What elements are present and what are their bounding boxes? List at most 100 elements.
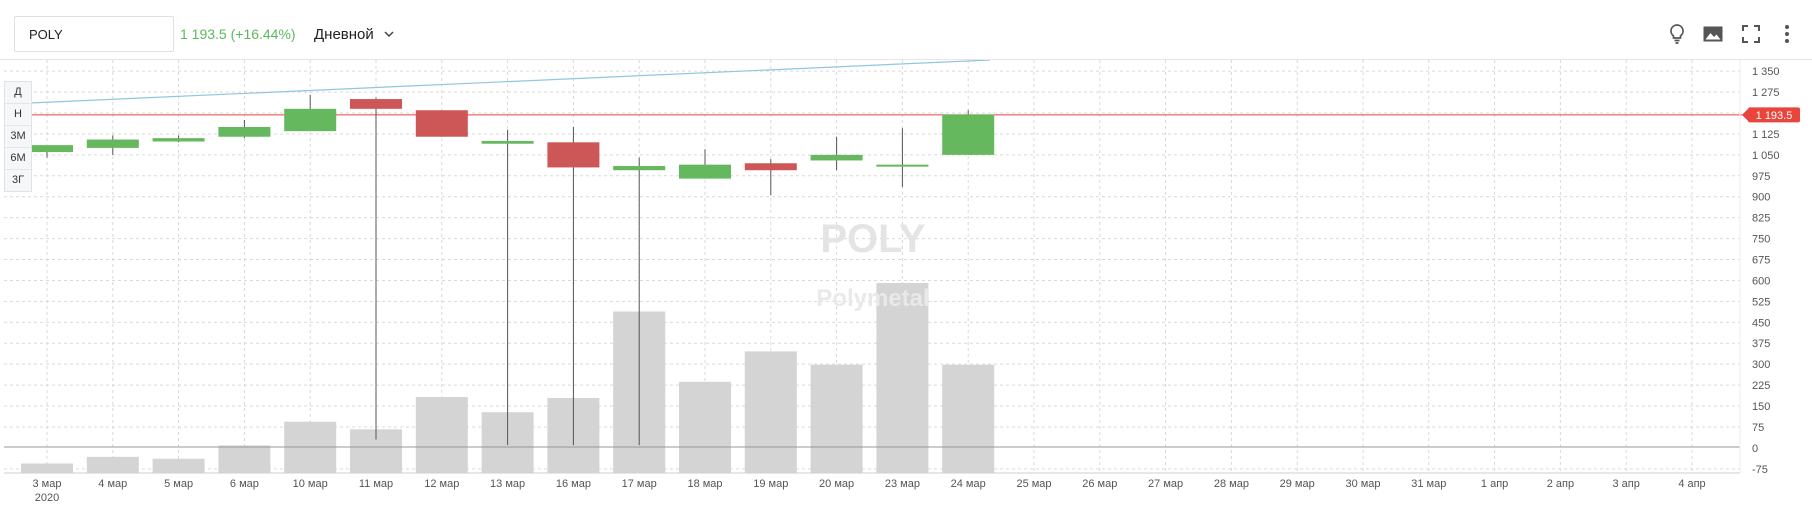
candle-body (415, 110, 468, 137)
date-tick-label: 27 мар (1148, 478, 1183, 490)
date-tick-label: 1 апр (1481, 478, 1508, 490)
candle-body (613, 166, 666, 171)
price-tick-label: 975 (1752, 171, 1770, 183)
date-tick-label: 3 апр (1613, 478, 1640, 490)
volume-bar (152, 458, 205, 473)
candle-body (876, 164, 929, 167)
lightbulb-icon[interactable] (1665, 22, 1689, 46)
date-tick-label: 29 мар (1280, 478, 1315, 490)
volume-bar (744, 351, 797, 473)
volume-bar (679, 381, 731, 473)
volume-bar (876, 283, 929, 473)
interval-dropdown[interactable]: Дневной (314, 21, 394, 47)
price-tick-label: -75 (1752, 464, 1768, 476)
price-change-label: 1 193.5 (+16.44%) (180, 26, 296, 42)
fullscreen-icon[interactable] (1739, 22, 1763, 46)
price-tick-label: 1 125 (1752, 129, 1780, 141)
price-tick-label: 1 275 (1752, 87, 1780, 99)
period-button[interactable]: 3Г (11, 174, 25, 186)
price-tick-label: 450 (1752, 317, 1770, 329)
date-tick-label: 25 мар (1016, 478, 1051, 490)
volume-bar (86, 456, 139, 473)
date-tick-label: 28 мар (1214, 478, 1249, 490)
date-tick-label: 11 мар (359, 478, 393, 490)
ticker-input[interactable] (14, 16, 174, 52)
candle-body (810, 154, 863, 161)
period-button[interactable]: Д (5, 82, 31, 104)
candle-body (547, 142, 600, 168)
date-tick-label: 17 мар (622, 478, 657, 490)
price-marker-arrow (1742, 108, 1748, 121)
price-tick-label: 0 (1752, 443, 1758, 455)
volume-bar (942, 364, 995, 473)
period-selector: Д Н 3М 6М 3Г (4, 81, 32, 192)
date-tick-label: 30 мар (1345, 478, 1380, 490)
date-tick-label: 18 мар (687, 478, 722, 490)
chart-watermark: POLY Polymetal (816, 217, 929, 312)
price-tick-label: 600 (1752, 275, 1770, 287)
price-marker-label: 1 193.5 (1756, 110, 1793, 122)
date-tick-label: 2 апр (1547, 478, 1574, 490)
candle-body (218, 126, 271, 137)
trendline (29, 60, 991, 104)
price-tick-label: 675 (1752, 255, 1770, 267)
price-tick-label: 75 (1752, 422, 1764, 434)
candles (21, 94, 995, 446)
price-tick-label: 375 (1752, 338, 1770, 350)
date-tick-label: 6 мар (230, 478, 259, 490)
volume-bar (218, 445, 271, 473)
more-vertical-icon[interactable] (1775, 22, 1799, 46)
price-marker: 1 193.5 (1742, 107, 1800, 123)
date-tick-label: 16 мар (556, 478, 591, 490)
date-tick-label: 31 мар (1411, 478, 1446, 490)
period-button[interactable]: 3М (5, 126, 31, 148)
date-axis: 3 мар 4 мар 5 мар 6 мар 10 мар 11 мар 12 мар 13… (4, 472, 1740, 504)
date-tick-label: 5 мар (164, 478, 193, 490)
date-tick-label: 13 мар (490, 478, 525, 490)
period-button[interactable]: Н (5, 104, 31, 126)
price-tick-label: 1 350 (1752, 66, 1780, 78)
chevron-down-icon (384, 31, 394, 38)
candle-body (284, 108, 337, 132)
interval-label: Дневной (314, 25, 374, 43)
price-tick-label: 750 (1752, 234, 1770, 246)
price-tick-label: 825 (1752, 213, 1770, 225)
candle-body (350, 99, 402, 109)
volume-bar (810, 364, 863, 473)
period-button[interactable]: 6М (5, 148, 31, 170)
date-tick-label: 4 апр (1678, 478, 1705, 490)
date-tick-label: 12 мар (424, 478, 459, 490)
price-tick-label: 900 (1752, 192, 1770, 204)
price-tick-label: 1 050 (1752, 150, 1780, 162)
candle-body (86, 139, 139, 148)
candle-body (152, 138, 205, 142)
chart-grid (4, 60, 1740, 473)
price-tick-label: 225 (1752, 380, 1770, 392)
year-label: 2020 (35, 492, 59, 504)
volume-bar (415, 397, 468, 473)
date-tick-label: 19 мар (753, 478, 788, 490)
price-tick-label: 525 (1752, 296, 1770, 308)
date-tick-label: 3 мар (33, 478, 62, 490)
watermark-ticker: POLY (820, 217, 926, 261)
date-tick-label: 26 мар (1082, 478, 1117, 490)
date-tick-label: 10 мар (293, 478, 328, 490)
candle-body (744, 163, 797, 171)
candle-body (942, 114, 995, 155)
watermark-name: Polymetal (816, 285, 929, 312)
image-icon[interactable] (1701, 22, 1725, 46)
price-tick-label: 300 (1752, 359, 1770, 371)
candle-body (21, 145, 73, 153)
chart-header: 1 193.5 (+16.44%) Дневной (0, 0, 1812, 60)
candle-body (679, 164, 731, 179)
price-marker-box (1748, 107, 1800, 123)
date-tick-label: 4 мар (98, 478, 127, 490)
date-tick-label: 23 мар (885, 478, 920, 490)
volume-bar (21, 463, 73, 473)
date-tick-label: 24 мар (951, 478, 986, 490)
date-tick-label: 20 мар (819, 478, 854, 490)
candle-body (481, 140, 534, 144)
price-tick-label: 150 (1752, 401, 1770, 413)
